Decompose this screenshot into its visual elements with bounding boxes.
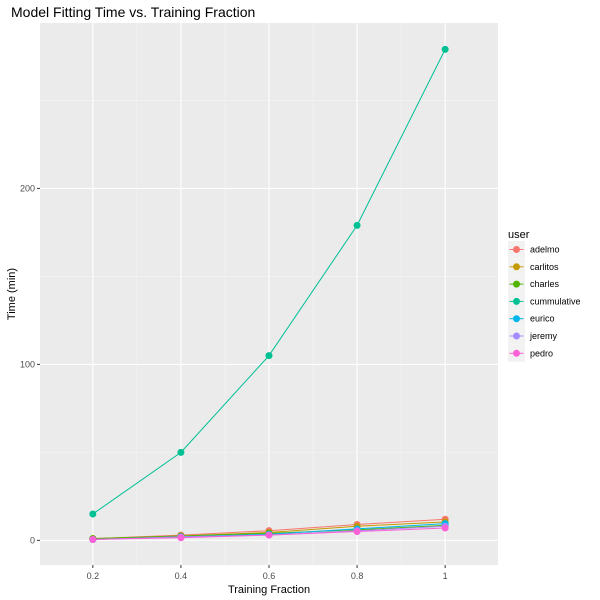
legend-item-eurico: eurico: [508, 310, 555, 328]
x-tick-label: 0.4: [175, 571, 188, 581]
legend-key-point: [513, 315, 520, 323]
y-axis-title: Time (min): [6, 268, 18, 320]
legend-key-point: [513, 297, 520, 305]
legend-item-charles: charles: [508, 275, 560, 293]
series-cummulative: [89, 45, 449, 518]
series-pedro: [89, 524, 449, 543]
series-lines: [89, 45, 449, 543]
legend-item-adelmo: adelmo: [508, 241, 560, 258]
data-point: [265, 352, 273, 360]
data-point: [353, 528, 361, 536]
legend-item-cummulative: cummulative: [508, 292, 581, 310]
data-point: [441, 524, 449, 532]
legend-item-pedro: pedro: [508, 344, 553, 362]
legend-item-carlitos: carlitos: [508, 258, 559, 276]
x-tick-label: 0.2: [87, 571, 100, 581]
legend-label: carlitos: [530, 262, 559, 272]
data-point: [89, 510, 97, 518]
legend-item-jeremy: jeremy: [508, 327, 558, 345]
data-point: [265, 531, 273, 539]
grid-lines: [40, 23, 498, 565]
y-tick-label: 100: [20, 359, 35, 369]
legend-title: user: [508, 229, 530, 241]
data-point: [89, 535, 97, 543]
legend-label: adelmo: [530, 245, 560, 255]
y-tick-label: 200: [20, 183, 35, 193]
x-tick-label: 0.8: [351, 571, 364, 581]
data-point: [441, 45, 449, 53]
axes: 0 100 200 0.2 0.4 0.6 0.8 1: [20, 183, 448, 581]
data-point: [353, 221, 361, 229]
legend-label: charles: [530, 279, 560, 289]
data-point: [177, 534, 185, 542]
legend-label: pedro: [530, 348, 553, 358]
x-tick-label: 0.6: [263, 571, 276, 581]
legend-label: jeremy: [529, 331, 558, 341]
legend-label: cummulative: [530, 296, 581, 306]
legend-label: eurico: [530, 314, 555, 324]
legend-key-point: [513, 349, 520, 357]
x-axis-title: Training Fraction: [228, 584, 310, 596]
legend-key-point: [513, 263, 520, 271]
y-tick-label: 0: [30, 535, 35, 545]
data-point: [177, 448, 185, 456]
legend: user adelmo carlitos charles cummulative eur…: [508, 229, 581, 362]
legend-key-point: [513, 246, 520, 253]
legend-key-point: [513, 280, 520, 288]
legend-key-point: [513, 332, 520, 340]
x-tick-label: 1: [443, 571, 448, 581]
chart-title: Model Fitting Time vs. Training Fraction: [11, 4, 255, 20]
